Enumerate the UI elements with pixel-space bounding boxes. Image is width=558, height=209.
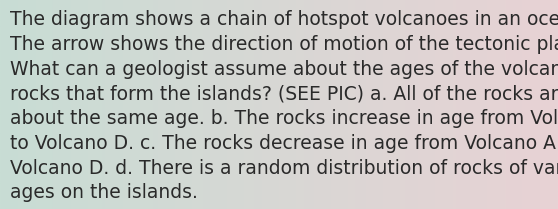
Text: The diagram shows a chain of hotspot volcanoes in an ocean.
The arrow shows the : The diagram shows a chain of hotspot vol… [10,10,558,202]
